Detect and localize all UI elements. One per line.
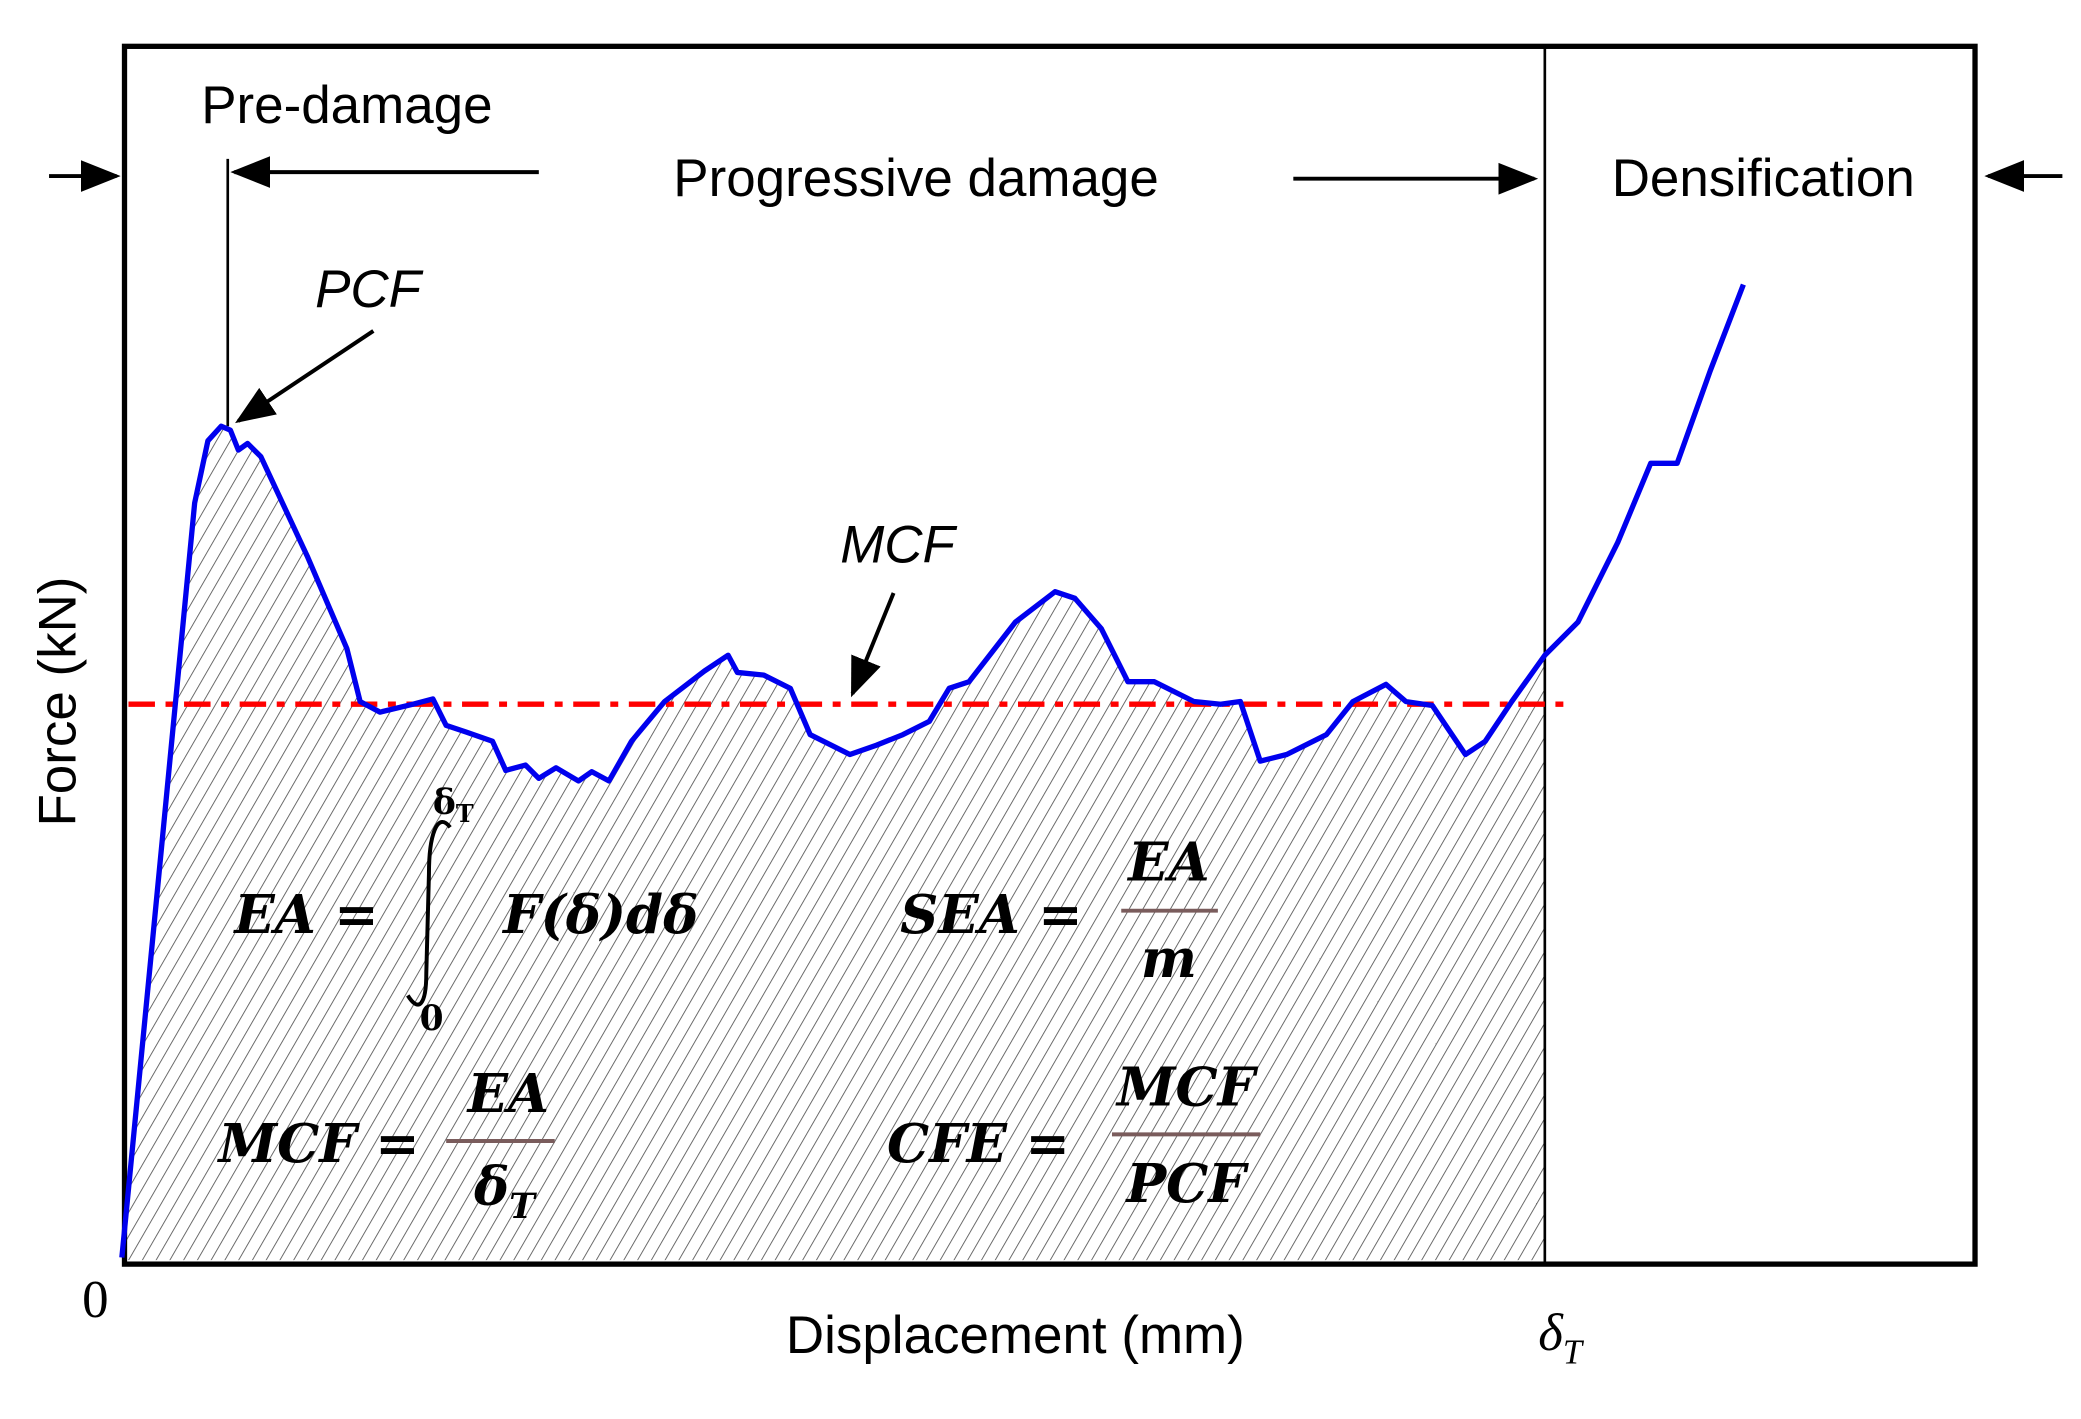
force-curve: [119, 283, 1746, 1258]
integral-sign: [406, 820, 452, 1007]
delta-t-label: δT: [1538, 1304, 1585, 1371]
formula-lhs: EA =: [232, 884, 378, 946]
denominator: δT: [473, 1156, 537, 1227]
origin-label: 0: [82, 1271, 108, 1329]
formula-lhs: MCF =: [216, 1113, 419, 1175]
lower-limit: 0: [420, 999, 444, 1039]
x-axis-label: Displacement (mm): [786, 1306, 1245, 1365]
upper-limit: δT: [433, 783, 474, 828]
y-axis-label: Force (kN): [29, 577, 88, 827]
region-label: Progressive damage: [673, 149, 1159, 208]
symbol: δ: [1538, 1304, 1564, 1362]
region-label: Pre-damage: [201, 76, 492, 135]
arrow: [850, 592, 896, 698]
region-label: Densification: [1612, 149, 1915, 208]
numerator: EA: [466, 1063, 549, 1125]
pcf-label: PCF: [315, 260, 424, 319]
mcf-label: MCF: [840, 516, 957, 575]
numerator: MCF: [1115, 1056, 1259, 1118]
denominator: m: [1141, 928, 1197, 990]
formula-lhs: CFE =: [887, 1113, 1070, 1175]
arrows: [49, 156, 2063, 698]
plot-frame: [121, 43, 1978, 1267]
numerator: EA: [1126, 831, 1209, 893]
subscript: T: [1563, 1333, 1585, 1371]
symbol: δ: [473, 1156, 509, 1218]
arrow: [235, 329, 375, 424]
denominator: PCF: [1124, 1153, 1249, 1215]
symbol: δ: [433, 783, 456, 823]
subscript: T: [456, 800, 474, 828]
energy-area: [121, 426, 1545, 1261]
integrand: F(δ)dδ: [501, 884, 698, 946]
subscript: T: [509, 1187, 537, 1227]
formula-lhs: SEA =: [900, 884, 1082, 946]
